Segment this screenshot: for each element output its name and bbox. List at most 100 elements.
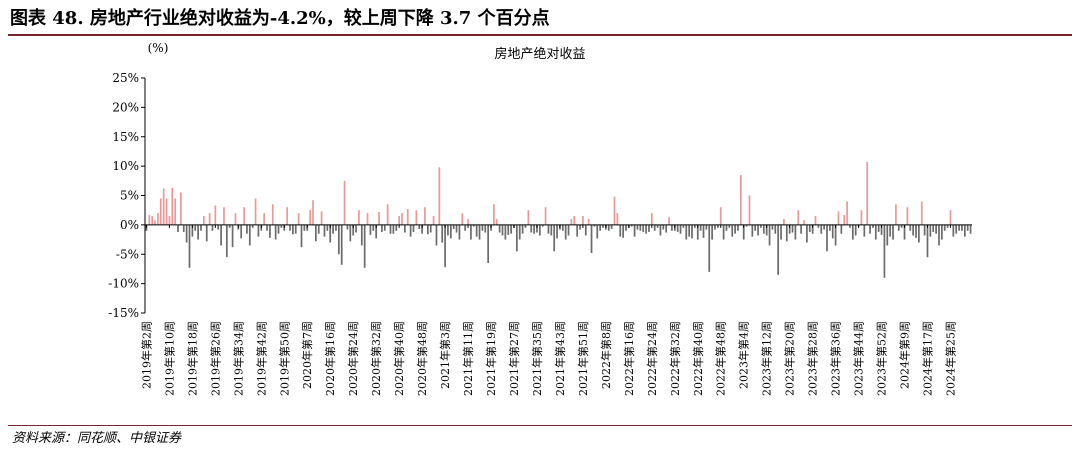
bar (162, 188, 165, 225)
bar (510, 224, 512, 234)
bar (203, 216, 205, 225)
bar (949, 210, 952, 225)
bar (918, 224, 920, 243)
bar (151, 216, 154, 225)
bar (383, 224, 386, 231)
bar (424, 207, 426, 225)
bar (734, 224, 736, 234)
bar (714, 224, 716, 230)
bar (521, 224, 524, 234)
bar (277, 224, 280, 234)
bar (381, 224, 383, 232)
bar (837, 211, 840, 225)
bar (412, 224, 415, 232)
bar (955, 224, 958, 234)
bar (530, 224, 533, 233)
bar (329, 224, 332, 243)
bar (895, 204, 897, 225)
bar (943, 224, 946, 231)
bar (231, 224, 234, 248)
bar (780, 224, 782, 240)
bar (610, 224, 613, 229)
bar (742, 224, 745, 240)
bar (464, 224, 467, 231)
bar (426, 224, 429, 235)
bar (929, 224, 932, 237)
bar (909, 224, 912, 231)
bar (757, 224, 759, 236)
bar (800, 224, 802, 234)
x-tick-label: 2020年第48周 (415, 321, 429, 396)
bar (171, 187, 174, 225)
bar (935, 224, 937, 234)
x-tick-label: 2022年第40周 (691, 321, 705, 396)
bar (461, 213, 464, 225)
bar (372, 224, 375, 231)
bar (312, 200, 314, 225)
bar (699, 224, 702, 231)
bar (550, 224, 553, 236)
bar (963, 224, 966, 237)
bar (777, 224, 780, 275)
bar (358, 210, 360, 225)
bar (524, 224, 527, 228)
bar (223, 207, 225, 225)
bar (584, 224, 587, 236)
x-tick-label: 2019年第50周 (277, 321, 291, 396)
x-tick-label: 2023年第52周 (875, 321, 889, 396)
bar (421, 224, 423, 234)
footer-divider (8, 425, 1072, 426)
bar (182, 224, 185, 232)
bar (409, 224, 412, 237)
x-tick-label: 2021年第35周 (530, 321, 544, 396)
bar (289, 224, 291, 231)
bar (745, 224, 748, 227)
bar (366, 213, 369, 225)
bar (452, 224, 455, 229)
bar (886, 224, 889, 246)
bar (665, 224, 668, 233)
x-tick-label: 2021年第19周 (484, 321, 498, 396)
bar (688, 224, 691, 237)
bar (889, 224, 892, 237)
bar (507, 224, 510, 235)
bar (157, 213, 159, 225)
bar (817, 224, 820, 228)
bar (863, 224, 866, 237)
bar (823, 224, 825, 230)
bar (582, 216, 584, 225)
y-tick-label: 5% (120, 189, 139, 203)
x-tick-label: 2023年第28周 (806, 321, 820, 396)
bar (860, 210, 863, 225)
bar (309, 210, 311, 225)
bar (814, 216, 817, 225)
x-tick-label: 2021年第27周 (507, 321, 521, 396)
y-tick-label: -15% (108, 306, 139, 320)
bar (725, 224, 728, 231)
bar (760, 224, 762, 228)
bar (294, 224, 297, 234)
bar (806, 224, 808, 243)
x-tick-label: 2021年第3周 (438, 321, 452, 389)
bar (165, 198, 168, 225)
chart-title: 房地产绝对收益 (494, 46, 585, 62)
bar (335, 224, 337, 231)
bar (797, 210, 800, 225)
bar (561, 224, 564, 231)
bar (177, 224, 179, 232)
x-tick-label: 2020年第7周 (300, 321, 314, 389)
bar (636, 224, 639, 230)
bar (504, 224, 507, 240)
bar (378, 211, 380, 225)
title-divider (8, 34, 1072, 36)
bar (906, 207, 909, 225)
bar (952, 224, 955, 237)
bar (472, 224, 475, 227)
bar (200, 224, 202, 231)
bar (518, 224, 521, 240)
bar (705, 224, 708, 230)
bar (444, 224, 446, 268)
bar (587, 219, 590, 225)
y-axis-unit-label: (%) (148, 41, 169, 55)
bar (538, 224, 541, 236)
